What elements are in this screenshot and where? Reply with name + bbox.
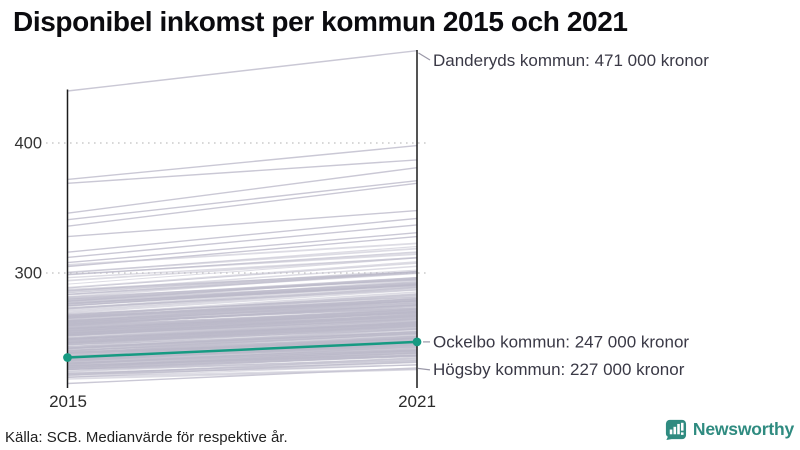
municipality-line (67, 293, 418, 317)
newsworthy-logo[interactable]: Newsworthy (664, 418, 794, 441)
municipality-line-outlier (67, 167, 418, 214)
x-tick-2021: 2021 (398, 392, 436, 411)
municipality-line (67, 289, 418, 314)
annotation-ockelbo: Ockelbo kommun: 247 000 kronor (433, 332, 689, 351)
newsworthy-chart-bubble-icon (665, 419, 686, 441)
municipality-line (67, 265, 418, 292)
municipality-line (67, 284, 418, 307)
municipality-line (67, 287, 418, 313)
municipality-line-outlier (67, 224, 418, 259)
source-note: Källa: SCB. Medianvärde för respektive å… (5, 429, 288, 446)
municipality-line (67, 348, 418, 363)
municipality-line-outlier (67, 232, 418, 264)
municipality-line (67, 320, 418, 337)
municipality-line (67, 261, 418, 289)
municipality-line (67, 302, 418, 322)
municipality-line (67, 354, 418, 367)
municipality-line (67, 278, 418, 302)
chart-title: Disponibel inkomst per kommun 2015 och 2… (13, 6, 628, 37)
municipality-line (67, 245, 418, 274)
municipality-line (67, 355, 418, 370)
municipality-line (67, 271, 418, 294)
newsworthy-logo-text: Newsworthy (692, 419, 794, 439)
municipality-line (67, 314, 418, 333)
municipality-line (67, 361, 418, 374)
municipality-line (67, 272, 418, 296)
ockelbo-dot-2015 (63, 353, 72, 362)
municipality-line (67, 351, 418, 366)
municipality-line (67, 297, 418, 320)
municipality-line (67, 326, 418, 344)
annotation-hogsby: Högsby kommun: 227 000 kronor (433, 360, 685, 379)
municipality-line (67, 307, 418, 331)
ockelbo-line (67, 340, 418, 359)
y-tick-300: 300 (14, 265, 42, 283)
gridlines (46, 142, 430, 274)
municipality-line-outlier (67, 180, 418, 221)
municipality-line (67, 305, 418, 326)
municipality-line-outlier (67, 144, 418, 181)
municipality-slope-lines (67, 50, 418, 385)
ockelbo-dot-2021 (412, 337, 422, 347)
municipality-line-outlier (67, 209, 418, 238)
x-tick-2015: 2015 (49, 392, 87, 411)
y-tick-400: 400 (14, 135, 42, 153)
annotation-connector-hogsby (417, 367, 431, 371)
municipality-line (67, 279, 418, 306)
municipality-line-outlier (67, 182, 418, 227)
municipality-line (67, 335, 418, 355)
municipality-line (67, 269, 418, 293)
municipality-line-outlier (67, 217, 418, 253)
municipality-line (67, 361, 418, 377)
municipality-line (67, 257, 418, 285)
municipality-line (67, 351, 418, 368)
municipality-line (67, 285, 418, 310)
municipality-line (67, 277, 418, 300)
municipality-line (67, 324, 418, 340)
municipality-line (67, 318, 418, 335)
municipality-line-outlier (67, 159, 418, 184)
municipality-line-outlier (67, 235, 418, 268)
municipality-line (67, 256, 418, 279)
municipality-line-outlier (67, 50, 418, 92)
municipality-line (67, 322, 418, 338)
municipality-line (67, 253, 418, 276)
municipality-line (67, 301, 418, 321)
annotation-connector-danderyd (418, 52, 431, 61)
municipality-line (67, 333, 418, 351)
highlighted-series-ockelbo (63, 337, 422, 362)
municipality-line (67, 309, 418, 332)
annotation-danderyd: Danderyds kommun: 471 000 kronor (433, 51, 709, 70)
municipality-line-outlier (67, 367, 418, 385)
municipality-line (67, 324, 418, 342)
